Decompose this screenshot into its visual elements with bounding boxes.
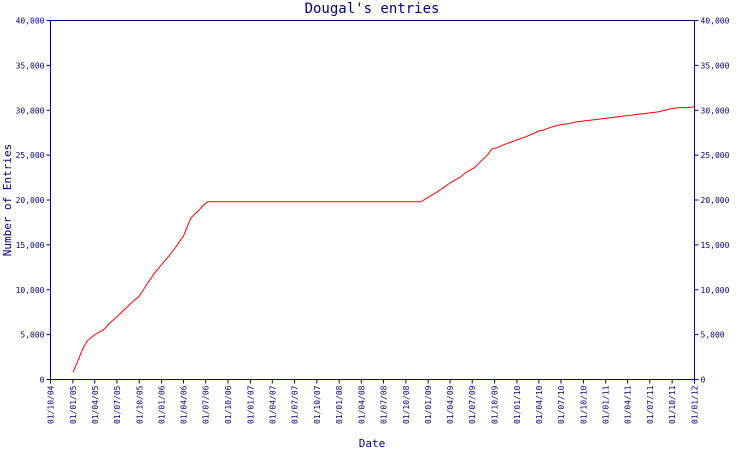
x-tick-label: 01/01/05 — [69, 385, 78, 424]
y-tick-label-left: 35,000 — [16, 61, 45, 70]
x-tick-label: 01/10/09 — [491, 385, 500, 424]
x-tick-label: 01/07/09 — [468, 385, 477, 424]
x-tick-label: 01/04/07 — [268, 385, 277, 424]
x-tick-label: 01/04/06 — [180, 385, 189, 424]
chart-title: Dougal's entries — [305, 1, 440, 17]
y-tick-label-left: 5,000 — [20, 331, 44, 340]
x-tick-label: 01/10/06 — [224, 385, 233, 424]
y-tick-label-left: 30,000 — [16, 106, 45, 115]
x-tick-label: 01/04/11 — [624, 385, 633, 424]
x-tick-label: 01/01/10 — [513, 385, 522, 424]
x-axis-label: Date — [359, 437, 386, 450]
x-tick-label: 01/04/10 — [535, 385, 544, 424]
x-tick-label: 01/07/11 — [646, 385, 655, 424]
y-tick-label-right: 0 — [701, 376, 706, 385]
y-tick-label-left: 20,000 — [16, 196, 45, 205]
x-tick-label: 01/01/07 — [246, 385, 255, 424]
plot-frame — [50, 20, 695, 380]
y-tick-label-left: 40,000 — [16, 17, 45, 26]
x-tick-label: 01/01/09 — [424, 385, 433, 424]
y-tick-label-left: 15,000 — [16, 241, 45, 250]
y-tick-label-right: 30,000 — [701, 106, 730, 115]
x-tick-label: 01/10/05 — [135, 385, 144, 424]
x-tick-label: 01/07/08 — [379, 385, 388, 424]
x-tick-label: 01/10/07 — [313, 385, 322, 424]
y-axis-label: Number of Entries — [1, 144, 14, 257]
y-tick-label-left: 10,000 — [16, 286, 45, 295]
x-tick-label: 01/10/04 — [47, 385, 56, 424]
x-tick-label: 01/07/10 — [557, 385, 566, 424]
x-tick-label: 01/01/11 — [602, 385, 611, 424]
y-tick-label-right: 5,000 — [701, 331, 725, 340]
x-tick-label: 01/01/06 — [158, 385, 167, 424]
x-tick-label: 01/01/08 — [335, 385, 344, 424]
y-tick-label-right: 20,000 — [701, 196, 730, 205]
x-tick-label: 01/07/05 — [113, 385, 122, 424]
x-axis: 01/10/04 01/01/05 01/04/05 01/07/05 01/10/05… — [47, 379, 700, 424]
y-tick-label-left: 25,000 — [16, 151, 45, 160]
x-tick-label: 01/04/05 — [91, 385, 100, 424]
y-tick-label-right: 15,000 — [701, 241, 730, 250]
x-tick-label: 01/04/09 — [446, 385, 455, 424]
y-axis-left: 0 5,000 10,000 15,000 20,000 25,000 30,000 35,0… — [16, 17, 51, 385]
x-tick-label: 01/10/11 — [668, 385, 677, 424]
x-tick-label: 01/07/06 — [202, 385, 211, 424]
y-tick-label-right: 40,000 — [701, 17, 730, 26]
x-tick-label: 01/04/08 — [357, 385, 366, 424]
x-tick-label: 01/01/12 — [691, 385, 700, 424]
y-tick-label-right: 25,000 — [701, 151, 730, 160]
x-tick-label: 01/07/07 — [290, 385, 299, 424]
series-line — [72, 106, 695, 373]
x-tick-label: 01/10/08 — [402, 385, 411, 424]
y-tick-label-right: 35,000 — [701, 61, 730, 70]
y-tick-label-right: 10,000 — [701, 286, 730, 295]
y-tick-label-left: 0 — [40, 376, 45, 385]
y-axis-right: 0 5,000 10,000 15,000 20,000 25,000 30,000 35,0… — [694, 17, 730, 385]
x-tick-label: 01/10/10 — [579, 385, 588, 424]
